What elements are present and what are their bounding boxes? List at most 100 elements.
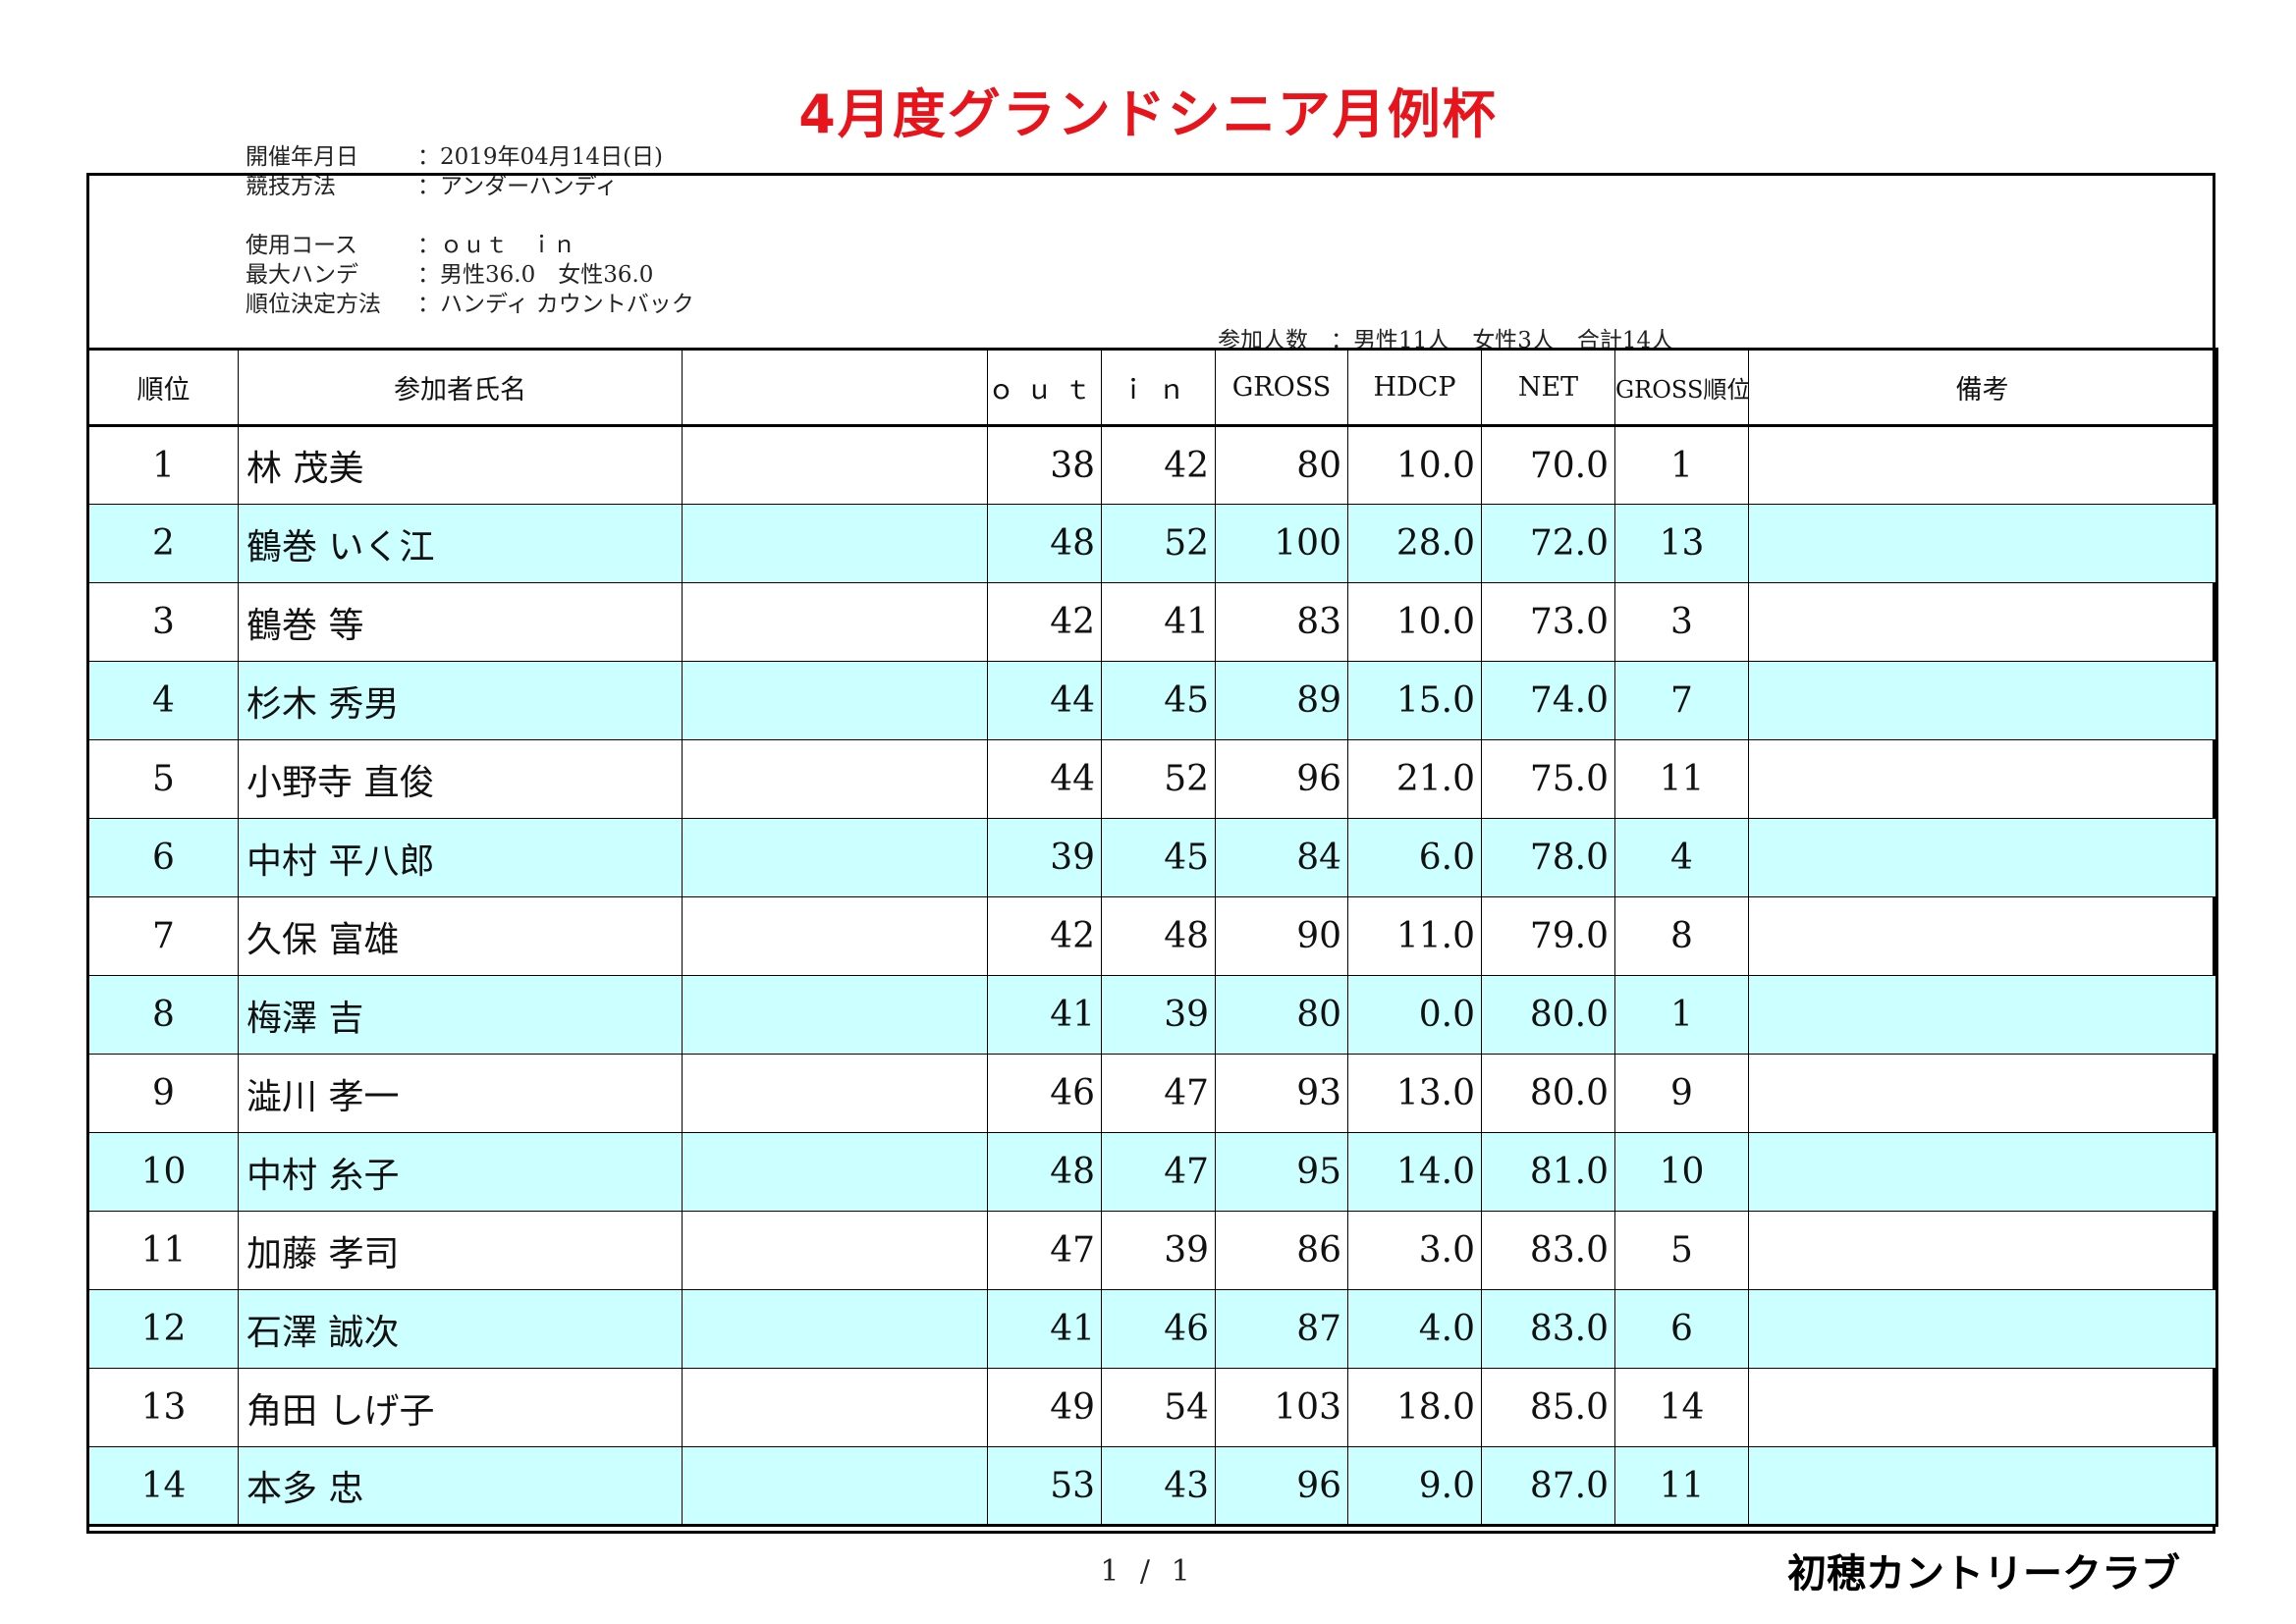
cell-remarks	[1748, 739, 2218, 819]
cell-in: 47	[1101, 1054, 1216, 1133]
cell-hdcp: 4.0	[1347, 1289, 1482, 1369]
info-ranking-value: ：ハンディ カウントバック	[417, 292, 694, 317]
cell-rank: 11	[86, 1211, 239, 1290]
table-row: 9 澁川 孝一 46 47 93 13.0 80.0 9	[86, 1054, 2218, 1133]
cell-out: 44	[987, 661, 1102, 740]
cell-out: 39	[987, 818, 1102, 897]
header-rank: 順位	[86, 348, 239, 427]
cell-hdcp: 21.0	[1347, 739, 1482, 819]
cell-rank: 3	[86, 582, 239, 662]
cell-name-blank	[682, 582, 988, 662]
info-course-value: ：ｏｕｔ ｉｎ	[417, 233, 575, 258]
cell-net: 79.0	[1481, 896, 1615, 976]
cell-hdcp: 18.0	[1347, 1368, 1482, 1447]
cell-net: 75.0	[1481, 739, 1615, 819]
cell-in: 41	[1101, 582, 1216, 662]
cell-net: 85.0	[1481, 1368, 1615, 1447]
cell-net: 81.0	[1481, 1132, 1615, 1212]
cell-net: 83.0	[1481, 1211, 1615, 1290]
cell-in: 48	[1101, 896, 1216, 976]
cell-rank: 7	[86, 896, 239, 976]
info-max-handicap-label: 最大ハンデ	[246, 262, 358, 288]
cell-gross-rank: 1	[1614, 975, 1749, 1055]
table-row: 6 中村 平八郎 39 45 84 6.0 78.0 4	[86, 818, 2218, 897]
info-ranking-label: 順位決定方法	[246, 292, 381, 317]
cell-gross-rank: 6	[1614, 1289, 1749, 1369]
cell-hdcp: 14.0	[1347, 1132, 1482, 1212]
cell-out: 42	[987, 582, 1102, 662]
cell-in: 45	[1101, 818, 1216, 897]
cell-gross: 84	[1215, 818, 1348, 897]
cell-rank: 13	[86, 1368, 239, 1447]
cell-rank: 4	[86, 661, 239, 740]
cell-net: 70.0	[1481, 425, 1615, 505]
table-row: 4 杉木 秀男 44 45 89 15.0 74.0 7	[86, 661, 2218, 740]
info-ranking: 順位決定方法 ：ハンディ カウントバック	[246, 290, 694, 319]
header-name: 参加者氏名	[238, 348, 683, 427]
cell-net: 80.0	[1481, 975, 1615, 1055]
cell-gross: 80	[1215, 975, 1348, 1055]
info-max-handicap: 最大ハンデ ：男性36.0 女性36.0	[246, 260, 653, 290]
cell-name: 鶴巻 いく江	[238, 504, 683, 583]
cell-gross: 95	[1215, 1132, 1348, 1212]
cell-name: 澁川 孝一	[238, 1054, 683, 1133]
cell-gross: 93	[1215, 1054, 1348, 1133]
header-name-blank	[682, 348, 988, 427]
cell-name-blank	[682, 896, 988, 976]
cell-gross: 90	[1215, 896, 1348, 976]
table-row: 11 加藤 孝司 47 39 86 3.0 83.0 5	[86, 1211, 2218, 1290]
header-hdcp: HDCP	[1347, 348, 1482, 427]
cell-out: 44	[987, 739, 1102, 819]
cell-name: 本多 忠	[238, 1446, 683, 1527]
cell-in: 45	[1101, 661, 1216, 740]
cell-remarks	[1748, 1446, 2218, 1527]
cell-hdcp: 15.0	[1347, 661, 1482, 740]
cell-remarks	[1748, 582, 2218, 662]
cell-rank: 10	[86, 1132, 239, 1212]
header-out: ｏｕｔ	[987, 348, 1102, 427]
cell-out: 41	[987, 1289, 1102, 1369]
cell-out: 38	[987, 425, 1102, 505]
cell-rank: 6	[86, 818, 239, 897]
cell-name-blank	[682, 504, 988, 583]
cell-in: 47	[1101, 1132, 1216, 1212]
cell-in: 43	[1101, 1446, 1216, 1527]
cell-remarks	[1748, 896, 2218, 976]
table-row: 5 小野寺 直俊 44 52 96 21.0 75.0 11	[86, 739, 2218, 819]
cell-net: 72.0	[1481, 504, 1615, 583]
cell-net: 74.0	[1481, 661, 1615, 740]
cell-out: 53	[987, 1446, 1102, 1527]
info-course: 使用コース ：ｏｕｔ ｉｎ	[246, 231, 575, 260]
cell-remarks	[1748, 504, 2218, 583]
cell-net: 78.0	[1481, 818, 1615, 897]
cell-gross: 89	[1215, 661, 1348, 740]
cell-gross-rank: 14	[1614, 1368, 1749, 1447]
cell-gross-rank: 5	[1614, 1211, 1749, 1290]
cell-name-blank	[682, 1368, 988, 1447]
cell-gross: 83	[1215, 582, 1348, 662]
cell-remarks	[1748, 1289, 2218, 1369]
table-row: 12 石澤 誠次 41 46 87 4.0 83.0 6	[86, 1289, 2218, 1369]
cell-in: 52	[1101, 739, 1216, 819]
cell-rank: 1	[86, 425, 239, 505]
cell-remarks	[1748, 1211, 2218, 1290]
cell-out: 48	[987, 504, 1102, 583]
info-date-value: ：2019年04月14日(日)	[417, 144, 664, 170]
cell-remarks	[1748, 425, 2218, 505]
header-remarks: 備考	[1748, 348, 2218, 427]
cell-out: 42	[987, 896, 1102, 976]
cell-gross-rank: 11	[1614, 1446, 1749, 1527]
cell-name-blank	[682, 818, 988, 897]
table-row: 7 久保 富雄 42 48 90 11.0 79.0 8	[86, 896, 2218, 976]
cell-net: 83.0	[1481, 1289, 1615, 1369]
cell-rank: 9	[86, 1054, 239, 1133]
table-row: 13 角田 しげ子 49 54 103 18.0 85.0 14	[86, 1368, 2218, 1447]
cell-out: 49	[987, 1368, 1102, 1447]
cell-out: 48	[987, 1132, 1102, 1212]
cell-in: 46	[1101, 1289, 1216, 1369]
cell-gross: 100	[1215, 504, 1348, 583]
table-row: 2 鶴巻 いく江 48 52 100 28.0 72.0 13	[86, 504, 2218, 583]
info-course-label: 使用コース	[246, 233, 357, 258]
cell-remarks	[1748, 1132, 2218, 1212]
cell-out: 47	[987, 1211, 1102, 1290]
